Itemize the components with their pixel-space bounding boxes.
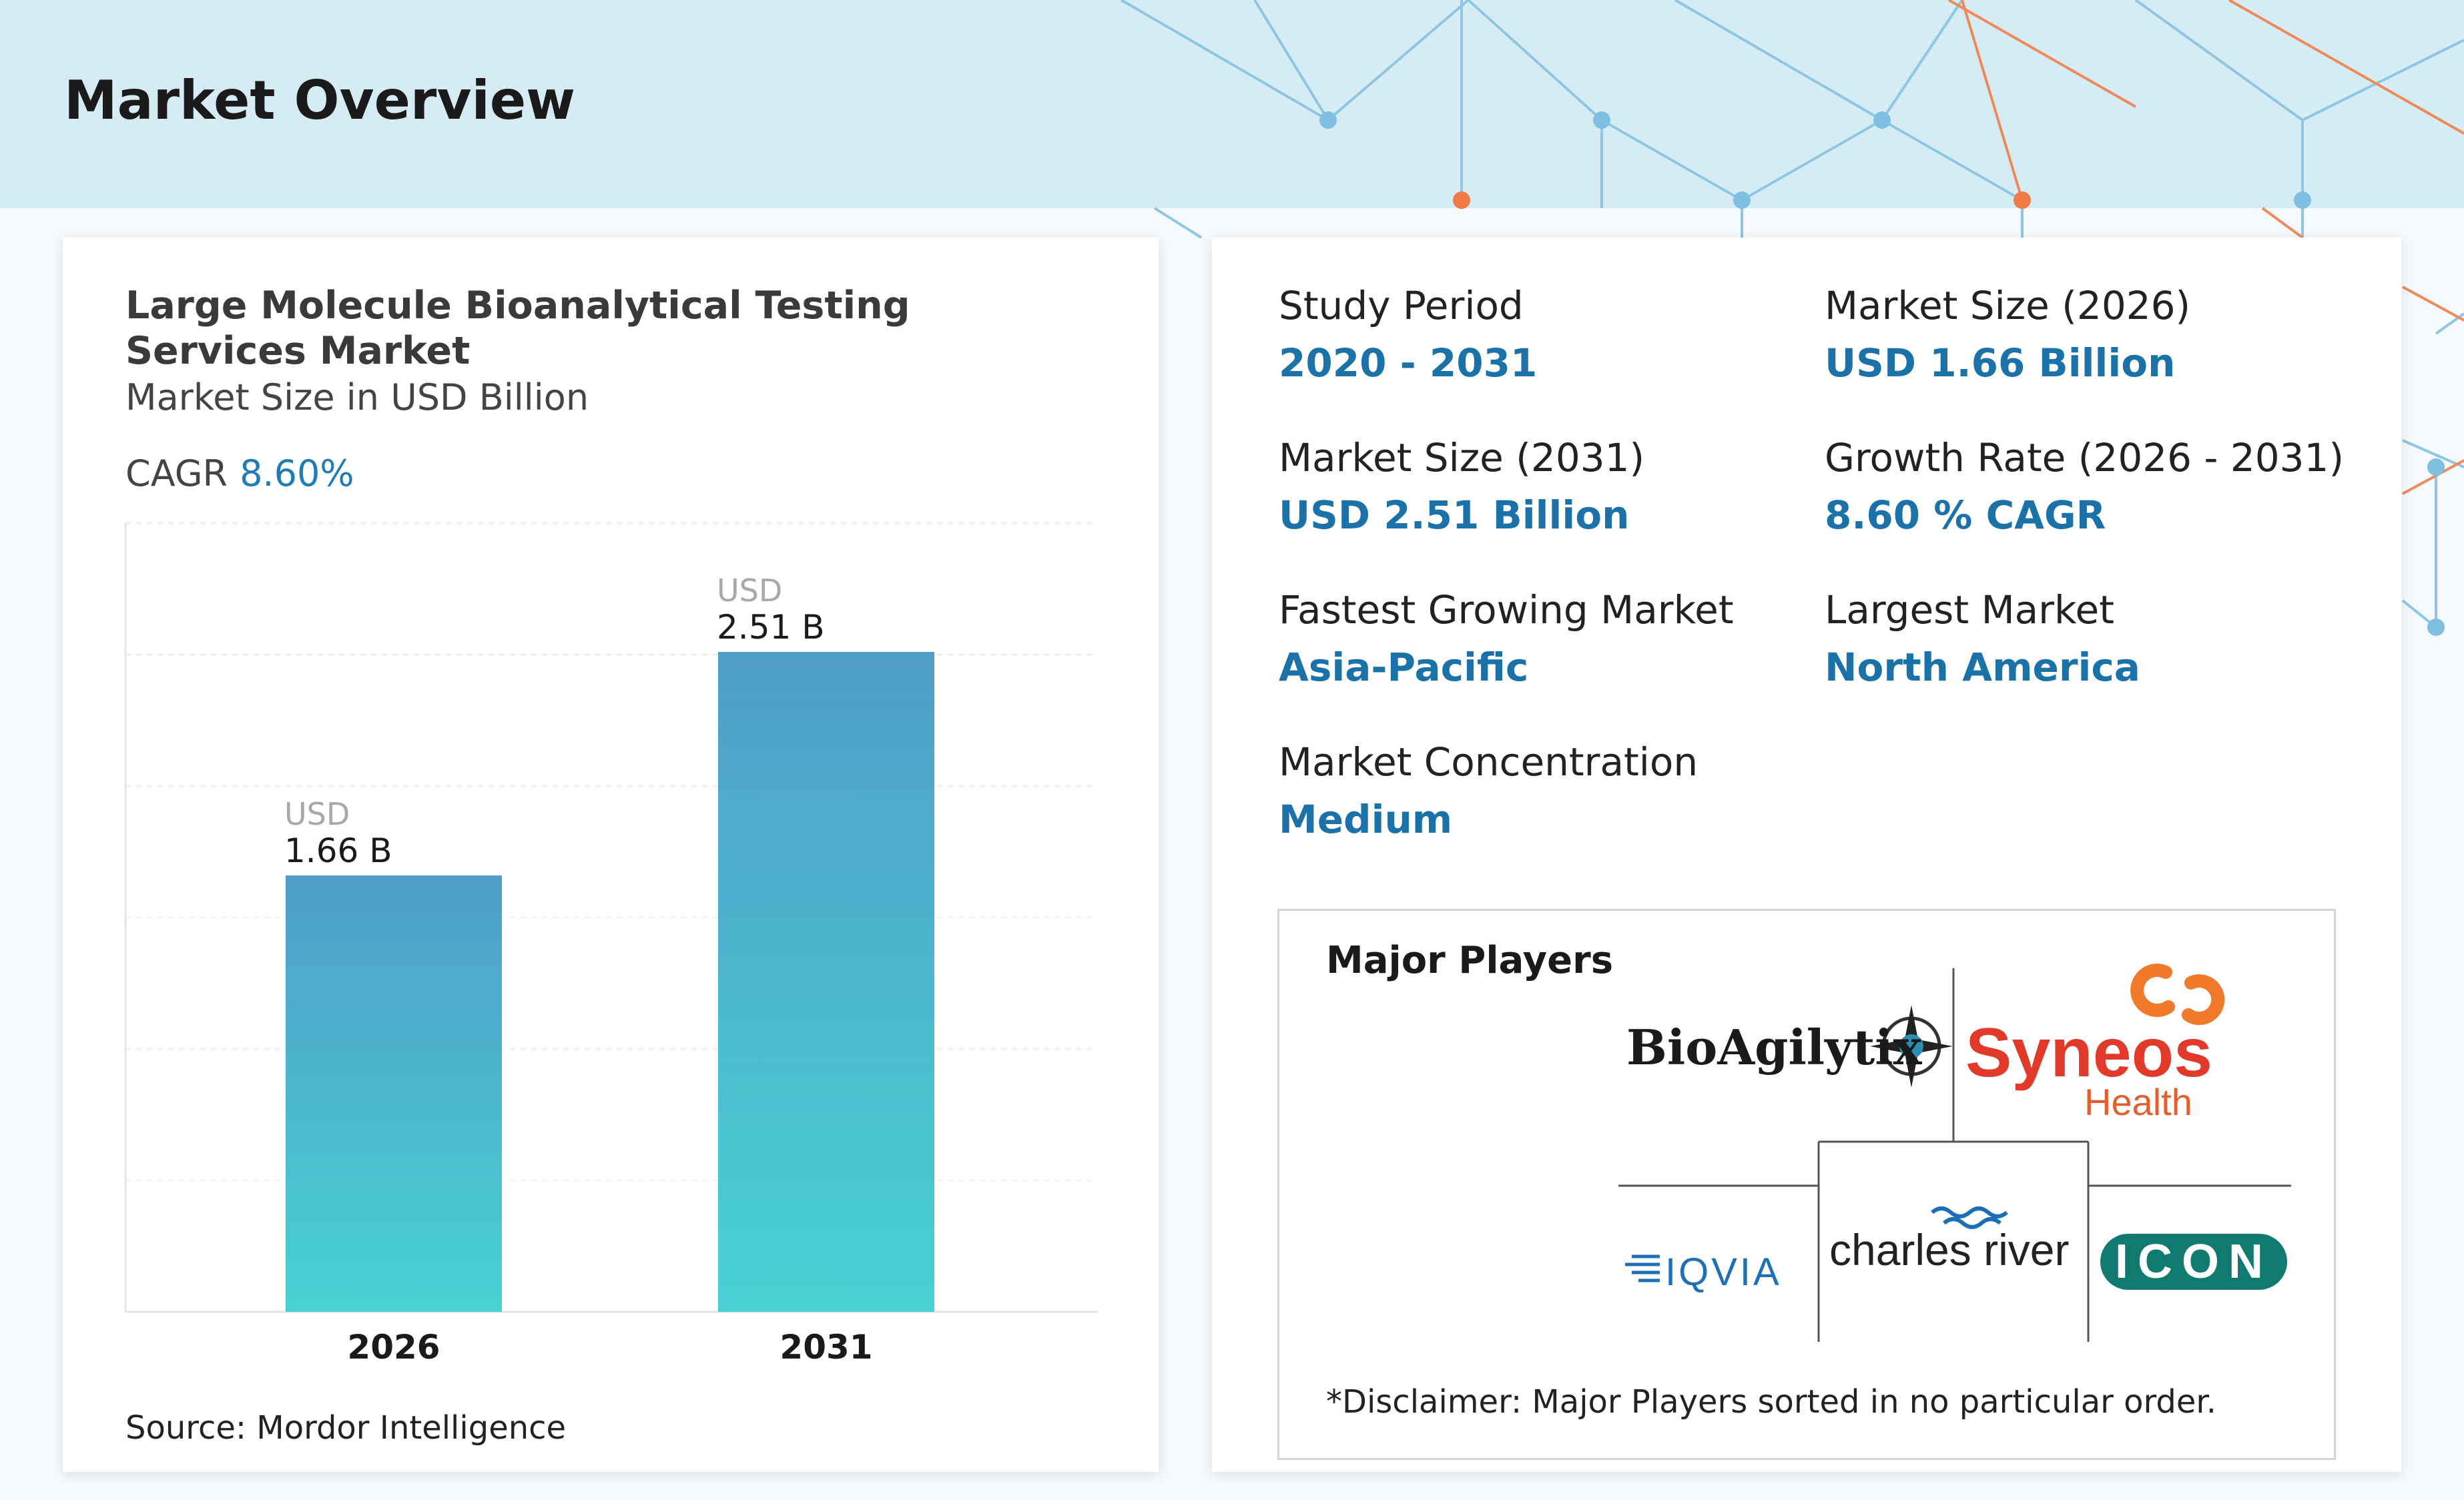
- stat-growth-rate: Growth Rate (2026 - 2031) 8.60 % CAGR: [1825, 435, 2344, 538]
- market-stats-card: Study Period 2020 - 2031 Market Size (20…: [1212, 238, 2401, 1472]
- header-banner: Market Overview: [0, 0, 2464, 208]
- stat-market-size-2031: Market Size (2031) USD 2.51 Billion: [1279, 435, 1644, 538]
- iqvia-lines-icon: [1625, 1254, 1660, 1282]
- stat-value: Asia-Pacific: [1279, 645, 1529, 690]
- players-disclaimer: *Disclaimer: Major Players sorted in no …: [1326, 1383, 2216, 1421]
- stat-label: Market Size (2031): [1279, 435, 1645, 480]
- cagr-value: 8.60%: [240, 452, 354, 494]
- stat-value: North America: [1825, 645, 2140, 690]
- chart-subtitle: Market Size in USD Billion: [125, 376, 589, 418]
- charles-river-waves-icon: [1931, 1206, 2008, 1229]
- bar-value-unit-label: USD: [717, 573, 782, 609]
- logo-grid-lines: [1618, 964, 2291, 1342]
- bar-2031: [718, 652, 934, 1312]
- syneos-logo: Syneos: [1965, 1014, 2212, 1092]
- cagr-label: CAGR: [125, 452, 228, 494]
- syneos-mark-icon: [2130, 964, 2225, 1026]
- stat-label: Growth Rate (2026 - 2031): [1825, 435, 2345, 480]
- stat-label: Study Period: [1279, 283, 1524, 328]
- stat-value: 8.60 % CAGR: [1825, 492, 2106, 538]
- stat-label: Market Size (2026): [1825, 283, 2191, 328]
- stat-fastest-growing-market: Fastest Growing Market Asia-Pacific: [1279, 587, 1734, 690]
- stat-study-period: Study Period 2020 - 2031: [1279, 283, 1537, 386]
- bioagilytix-logo: BioAgilytix: [1626, 1019, 1922, 1076]
- bar-value-label: 1.66 B: [284, 831, 392, 870]
- major-players-title: Major Players: [1326, 939, 1614, 982]
- x-tick-label: 2031: [780, 1328, 872, 1367]
- stat-label: Fastest Growing Market: [1279, 587, 1734, 633]
- source-note: Source: Mordor Intelligence: [125, 1409, 567, 1447]
- market-size-chart-card: Large Molecule Bioanalytical Testing Ser…: [63, 238, 1159, 1472]
- stat-label: Largest Market: [1825, 587, 2114, 633]
- stat-value: Medium: [1279, 797, 1453, 842]
- stat-market-concentration: Market Concentration Medium: [1279, 739, 1698, 842]
- stat-value: 2020 - 2031: [1279, 340, 1538, 386]
- stat-largest-market: Largest Market North America: [1825, 587, 2140, 690]
- bar-value-unit-label: USD: [284, 796, 350, 832]
- bar-2026: [286, 875, 502, 1312]
- iqvia-logo: IQVIA: [1665, 1250, 1782, 1294]
- stat-market-size-2026: Market Size (2026) USD 1.66 Billion: [1825, 283, 2190, 386]
- compass-icon: [1870, 1005, 1953, 1088]
- stat-value: USD 2.51 Billion: [1279, 492, 1630, 538]
- stat-label: Market Concentration: [1279, 739, 1699, 785]
- major-players-box: Major Players: [1277, 909, 2336, 1460]
- x-tick-label: 2026: [347, 1328, 440, 1367]
- chart-title: Large Molecule Bioanalytical Testing Ser…: [125, 284, 910, 373]
- icon-plc-logo: ICON: [2100, 1234, 2287, 1290]
- syneos-health-logo-sub: Health: [2084, 1081, 2192, 1123]
- bar-value-label: 2.51 B: [717, 608, 825, 647]
- cagr-row: CAGR 8.60%: [125, 452, 354, 494]
- charles-river-logo: charles river: [1829, 1225, 2070, 1274]
- stat-value: USD 1.66 Billion: [1825, 340, 2176, 386]
- page-title: Market Overview: [64, 69, 576, 131]
